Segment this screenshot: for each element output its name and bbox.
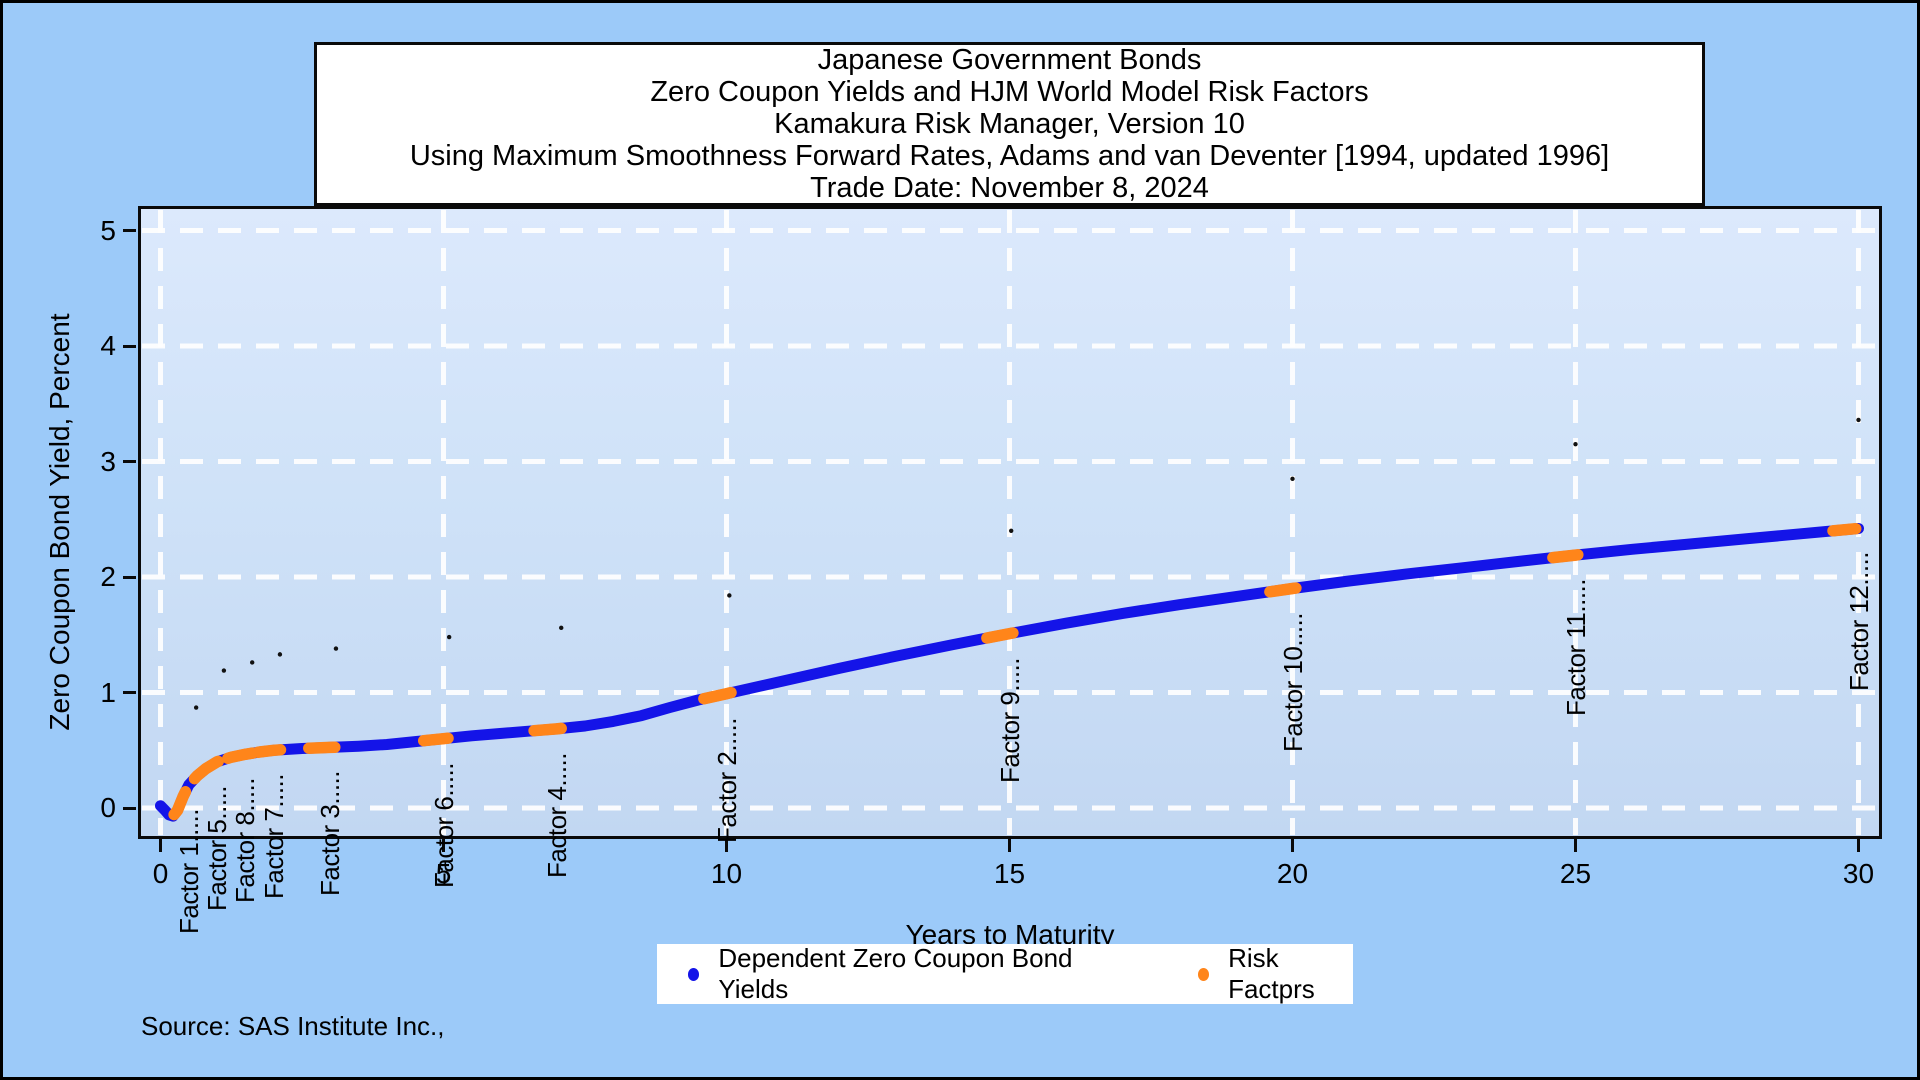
y-tick-label: 1: [100, 676, 116, 708]
y-axis-tick: [123, 460, 136, 463]
y-tick-label: 4: [100, 330, 116, 361]
legend-item-risk-factors: Risk Factprs: [1197, 943, 1353, 1005]
legend-label-zero-coupon-yields: Dependent Zero Coupon Bond Yields: [718, 943, 1073, 1004]
x-tick-label: 10: [710, 858, 743, 889]
title-line-1: Japanese Government Bonds: [817, 44, 1202, 76]
x-axis-tick: [725, 839, 728, 852]
chart-title-box: Japanese Government Bonds Zero Coupon Yi…: [314, 42, 1705, 206]
y-axis-tick: [123, 229, 136, 232]
x-tick-label: 15: [993, 858, 1026, 889]
x-tick-label: 20: [1276, 858, 1309, 889]
x-tick-label: 0: [152, 858, 169, 889]
y-axis-tick: [123, 691, 136, 694]
title-line-5: Trade Date: November 8, 2024: [810, 172, 1209, 204]
y-axis-tick: [123, 806, 136, 810]
y-axis-tick: [123, 575, 136, 579]
plot-area: [138, 206, 1882, 839]
orange-circle-marker-icon: [1197, 967, 1210, 981]
legend-label-risk-factors: Risk Factprs: [1228, 943, 1315, 1004]
x-axis-tick: [1008, 839, 1011, 852]
title-line-4: Using Maximum Smoothness Forward Rates, …: [409, 140, 1610, 172]
source-note: Source: SAS Institute Inc.,: [141, 1011, 445, 1041]
x-axis-tick: [442, 839, 445, 852]
blue-circle-marker-icon: [688, 967, 700, 981]
x-tick-label: 25: [1559, 858, 1592, 889]
x-axis-tick: [1291, 839, 1294, 852]
x-axis-tick: [1574, 839, 1577, 852]
x-axis-tick: [159, 839, 162, 852]
x-tick-label: 30: [1842, 858, 1875, 889]
title-line-3: Kamakura Risk Manager, Version 10: [774, 108, 1245, 140]
x-axis-tick: [1857, 839, 1860, 852]
y-tick-label: 2: [100, 561, 116, 592]
legend: Dependent Zero Coupon Bond Yields Risk F…: [657, 943, 1353, 1005]
y-tick-label: 0: [100, 792, 116, 823]
y-axis-tick: [123, 344, 136, 348]
title-line-2: Zero Coupon Yields and HJM World Model R…: [650, 76, 1369, 108]
y-axis-title: Zero Coupon Bond Yield, Percent: [44, 313, 75, 731]
legend-item-zero-coupon-yields: Dependent Zero Coupon Bond Yields: [688, 943, 1095, 1005]
y-tick-label: 3: [100, 445, 116, 477]
y-tick-label: 5: [100, 214, 116, 246]
x-tick-label: 5: [435, 858, 452, 889]
